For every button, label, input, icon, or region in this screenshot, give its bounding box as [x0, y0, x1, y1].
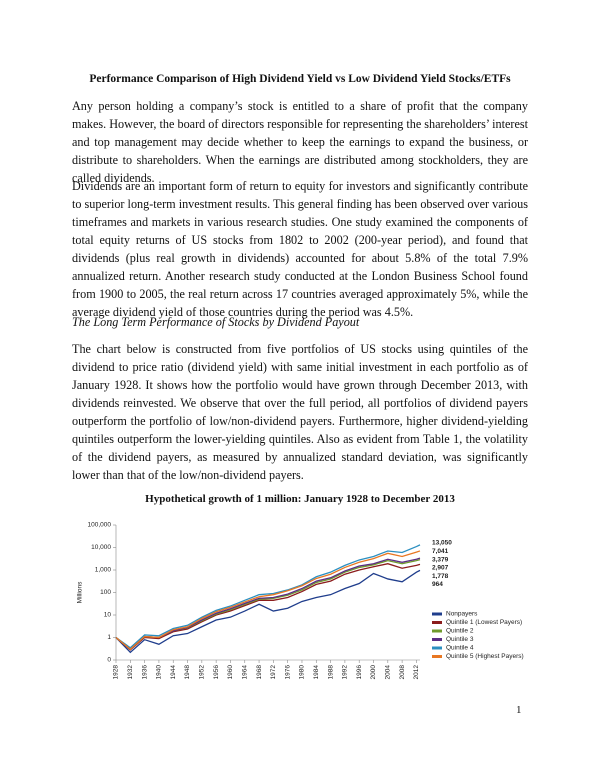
- series-line: [115, 569, 421, 654]
- y-tick-label: 10: [104, 612, 112, 619]
- legend-swatch: [432, 638, 442, 641]
- legend-swatch: [432, 629, 442, 633]
- end-label: 1,778: [432, 573, 449, 580]
- series-line: [115, 544, 421, 649]
- x-tick-label: 1940: [156, 665, 163, 680]
- legend-label: Quintile 5 (Highest Payers): [446, 653, 524, 660]
- y-axis-label: Millions: [77, 581, 84, 603]
- paragraph: Dividends are an important form of retur…: [72, 179, 528, 319]
- x-tick-label: 1928: [113, 665, 120, 680]
- x-tick-label: 1988: [327, 665, 334, 680]
- chart-title: Hypothetical growth of 1 million: Januar…: [145, 493, 455, 505]
- y-tick-label: 1,000: [95, 567, 112, 574]
- legend-label: Quintile 2: [446, 628, 474, 635]
- x-tick-label: 1932: [127, 665, 134, 680]
- series-line: [115, 550, 421, 651]
- y-tick-label: 100,000: [88, 522, 112, 529]
- x-tick-label: 1952: [199, 665, 206, 680]
- section-heading: The Long Term Performance of Stocks by D…: [72, 315, 360, 329]
- x-tick-label: 2008: [399, 665, 406, 680]
- x-tick-label: 1984: [313, 665, 320, 680]
- x-tick-label: 1980: [299, 665, 306, 680]
- x-tick-label: 1996: [356, 665, 363, 680]
- legend-swatch: [432, 655, 442, 658]
- paragraph: The chart below is constructed from five…: [72, 342, 528, 482]
- legend-label: Nonpayers: [446, 611, 478, 618]
- chart: 0 1 10 100 1,000 10,000 100,000 Millions 1928 193…: [77, 522, 524, 680]
- x-tick-label: 2012: [413, 665, 420, 680]
- legend-label: Quintile 3: [446, 636, 474, 643]
- x-tick-label: 1944: [170, 665, 177, 680]
- legend-label: Quintile 4: [446, 645, 474, 652]
- legend-swatch: [432, 646, 442, 650]
- end-label: 7,041: [432, 548, 449, 555]
- y-tick-label: 100: [100, 589, 111, 596]
- y-tick-label: 1: [107, 634, 111, 641]
- y-tick-label: 0: [107, 657, 111, 664]
- end-label: 964: [432, 581, 443, 588]
- x-tick-label: 1956: [213, 665, 220, 680]
- x-tick-label: 1948: [184, 665, 191, 680]
- x-tick-label: 1972: [270, 665, 277, 680]
- legend-swatch: [432, 612, 442, 616]
- series-line: [115, 563, 421, 651]
- paragraph: Any person holding a company’s stock is …: [72, 99, 528, 185]
- legend-label: Quintile 1 (Lowest Payers): [446, 619, 522, 626]
- x-tick-label: 1976: [284, 665, 291, 680]
- end-label: 13,050: [432, 540, 452, 547]
- x-tick-label: 1960: [227, 665, 234, 680]
- x-tick-label: 2000: [370, 665, 377, 680]
- legend-swatch: [432, 621, 442, 624]
- x-tick-label: 1936: [141, 665, 148, 680]
- x-tick-label: 1964: [241, 665, 248, 680]
- doc-title: Performance Comparison of High Dividend …: [89, 73, 511, 85]
- x-tick-label: 2004: [385, 665, 392, 680]
- y-tick-label: 10,000: [91, 544, 111, 551]
- x-tick-label: 1968: [256, 665, 263, 680]
- x-tick-label: 1992: [342, 665, 349, 680]
- page-number: 1: [516, 704, 522, 716]
- end-label: 3,379: [432, 556, 449, 563]
- end-label: 2,907: [432, 565, 449, 572]
